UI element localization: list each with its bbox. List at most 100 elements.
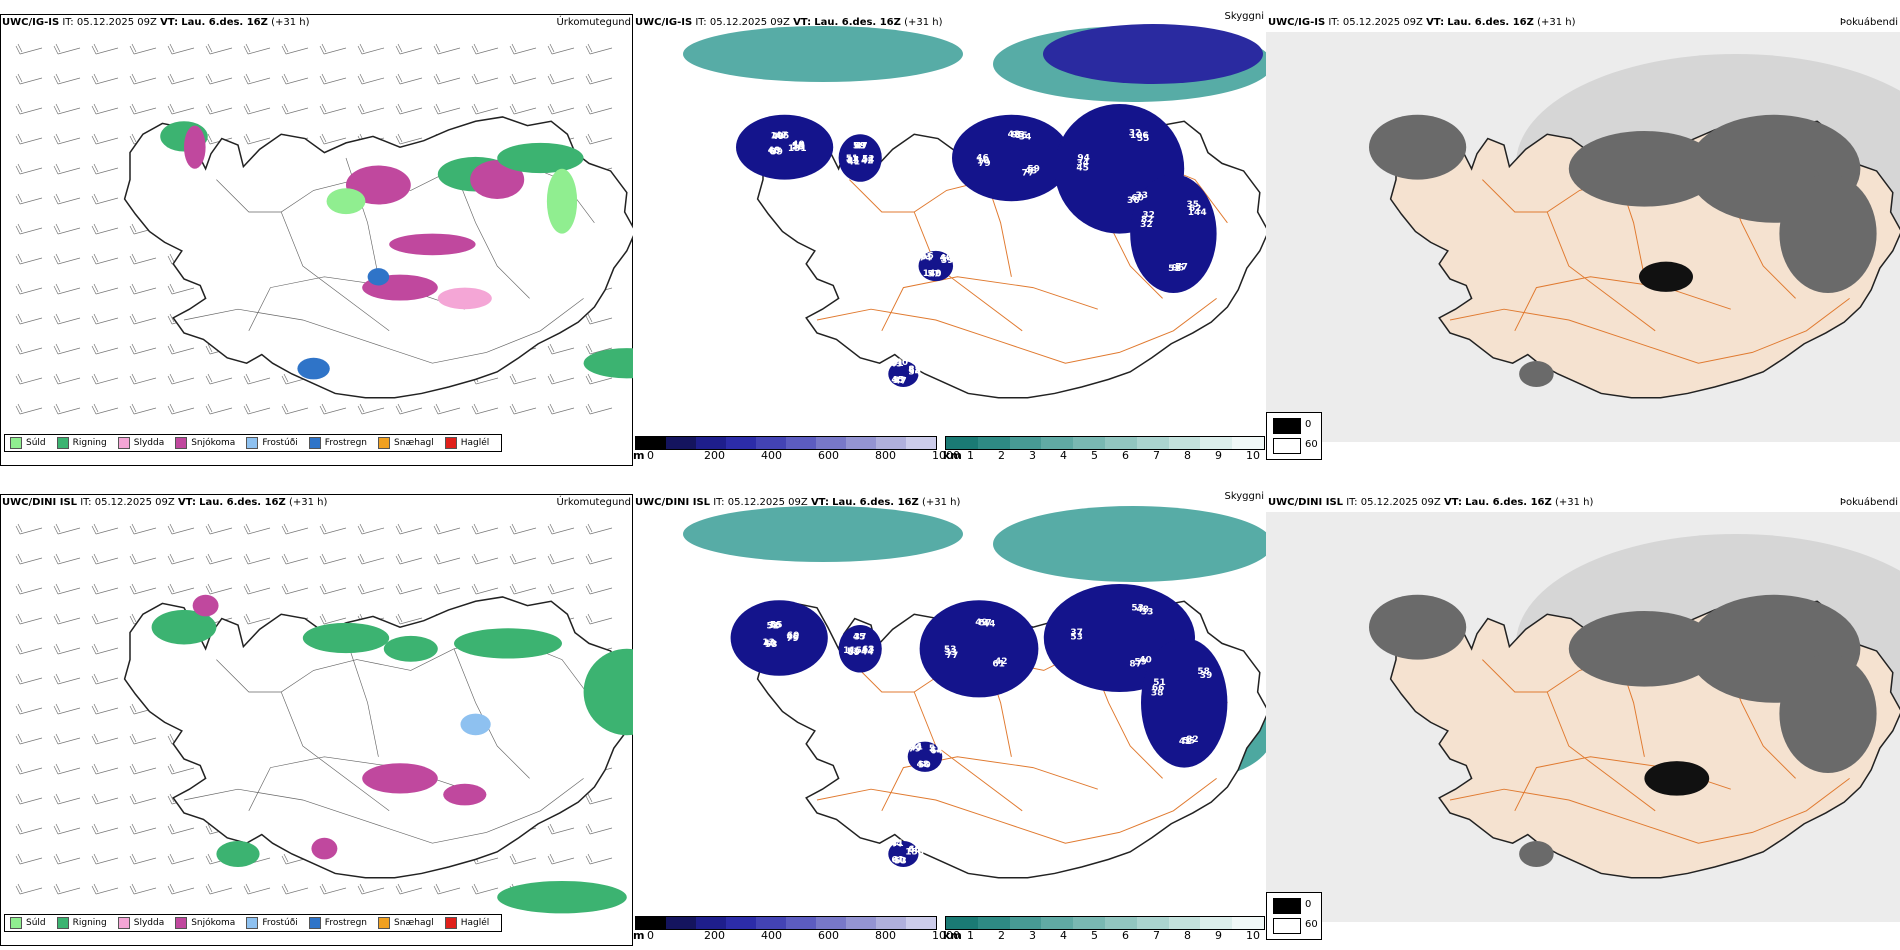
visibility-label: 33 bbox=[945, 648, 958, 658]
visibility-label: 61 bbox=[891, 855, 904, 865]
colorbar-segment bbox=[726, 437, 756, 449]
visibility-label: 59 bbox=[1027, 165, 1040, 175]
map-geometry bbox=[123, 116, 670, 399]
colorbar-tick: 2 bbox=[998, 449, 1005, 462]
road-line bbox=[816, 298, 1217, 364]
precip-area bbox=[470, 160, 525, 200]
visibility-label: 40 bbox=[1139, 655, 1152, 665]
legend-label: Rigning bbox=[72, 438, 107, 448]
road-line bbox=[816, 778, 1217, 844]
colorbar-tick: 3 bbox=[1029, 929, 1036, 942]
colorbar-tick: 600 bbox=[818, 449, 839, 462]
panel-header: UWC/IG-IS IT: 05.12.2025 09Z VT: Lau. 6.… bbox=[1266, 14, 1900, 32]
visibility-label: 36 bbox=[768, 621, 781, 631]
colorbar-segment bbox=[816, 917, 846, 929]
fog-area bbox=[1644, 761, 1710, 796]
fog-key: 0 60 bbox=[1266, 892, 1322, 940]
visibility-label: 31 bbox=[910, 742, 923, 752]
visibility-label: 44 bbox=[862, 155, 875, 165]
visibility-label: 45 bbox=[1076, 163, 1089, 173]
colorbar-tick: 0 bbox=[647, 449, 654, 462]
colorbar-segment bbox=[977, 437, 1010, 449]
road-line bbox=[1449, 778, 1850, 844]
visibility-label: 57 bbox=[979, 619, 992, 629]
fog-area bbox=[1568, 131, 1720, 207]
iceland-map bbox=[15, 43, 670, 415]
visibility-label: 51 bbox=[847, 647, 860, 657]
colorbar-segment bbox=[977, 917, 1010, 929]
legend-item: Frostúði bbox=[246, 917, 298, 929]
panel-header: UWC/IG-IS IT: 05.12.2025 09Z VT: Lau. 6.… bbox=[633, 11, 1266, 32]
visibility-label: 94 bbox=[1077, 154, 1090, 164]
legend-swatch bbox=[175, 917, 188, 929]
visibility-label: 43 bbox=[890, 360, 903, 370]
precip-area bbox=[192, 594, 219, 617]
fog-area bbox=[1639, 261, 1693, 292]
iceland-map bbox=[15, 523, 670, 914]
map-frame bbox=[0, 14, 633, 466]
low-visibility-area bbox=[1130, 174, 1217, 293]
legend-swatch bbox=[378, 917, 391, 929]
visibility-label: 41 bbox=[891, 839, 904, 849]
colorbar-tick: 800 bbox=[875, 449, 896, 462]
visibility-label: 32 bbox=[1129, 129, 1142, 139]
legend-item: Súld bbox=[10, 917, 46, 929]
visibility-label: 49 bbox=[772, 132, 785, 142]
height-ticks: m 0 200 400 600 800 1000 bbox=[633, 929, 960, 943]
visibility-label: 40 bbox=[929, 270, 942, 280]
colorbar-segment bbox=[726, 917, 756, 929]
visibility-label: 44 bbox=[908, 846, 921, 856]
visibility-label: 140 bbox=[889, 358, 908, 368]
colorbar-tick: 8 bbox=[1184, 449, 1191, 462]
colorbar-tick: 0 bbox=[647, 929, 654, 942]
visibility-label: 47 bbox=[775, 131, 788, 141]
road-line bbox=[183, 298, 584, 364]
visibility-label: 77 bbox=[1022, 169, 1035, 179]
map-geometry bbox=[1369, 114, 1900, 399]
visibility-label: 66 bbox=[1152, 683, 1165, 693]
map-geometry bbox=[730, 584, 1270, 879]
colorbar-tick: 800 bbox=[875, 929, 896, 942]
colorbar-segment bbox=[1136, 437, 1169, 449]
road-line bbox=[913, 691, 1023, 812]
visibility-label: 34 bbox=[1077, 158, 1090, 168]
colorbar-tick: 1000 bbox=[932, 929, 960, 942]
visibility-label: 13 bbox=[762, 638, 775, 648]
colorbar-segment bbox=[786, 437, 816, 449]
visibility-label: 40 bbox=[893, 856, 906, 866]
legend-label: Slydda bbox=[133, 438, 165, 448]
precip-area bbox=[362, 763, 438, 794]
visibility-label: 40 bbox=[940, 253, 953, 263]
panel-title: Þokuábendi bbox=[1839, 497, 1898, 508]
low-visibility-area bbox=[888, 361, 919, 387]
colorbar-unit: km bbox=[943, 449, 962, 462]
precip-area bbox=[546, 168, 578, 234]
visibility-label: 42 bbox=[995, 657, 1008, 667]
legend-label: Súld bbox=[26, 438, 46, 448]
visibility-label: 43 bbox=[1025, 167, 1038, 177]
visibility-label: 42 bbox=[861, 157, 874, 167]
colorbar-segment bbox=[1232, 917, 1264, 929]
road-line bbox=[881, 756, 1098, 812]
low-visibility-area bbox=[918, 250, 954, 282]
colorbar-segment bbox=[1104, 917, 1137, 929]
visibility-label: 53 bbox=[944, 645, 957, 655]
road-line bbox=[280, 211, 390, 332]
precip-legend: Súld Rigning Slydda Snjókoma Frostúði Frostre… bbox=[4, 914, 503, 932]
visibility-label: 106 bbox=[1130, 131, 1149, 141]
visibility-label: 65 bbox=[847, 156, 860, 166]
map-geometry bbox=[736, 104, 1270, 399]
visibility-label: 51 bbox=[929, 744, 942, 754]
colorbar-segment bbox=[666, 437, 696, 449]
visibility-label: 53 bbox=[1131, 603, 1144, 613]
visibility-panel-row1: UWC/IG-IS IT: 05.12.2025 09Z VT: Lau. 6.… bbox=[633, 11, 1273, 466]
visibility-label: 50 bbox=[918, 760, 931, 770]
visibility-label: 41 bbox=[848, 157, 861, 167]
colorbar-tick: 5 bbox=[1091, 449, 1098, 462]
colorbar-segment bbox=[906, 437, 936, 449]
precip-panel-row2: UWC/DINI ISL IT: 05.12.2025 09Z VT: Lau.… bbox=[0, 494, 670, 946]
visibility-label: 39 bbox=[1200, 671, 1213, 681]
legend-item: Snjókoma bbox=[175, 917, 235, 929]
visibility-label: 115 bbox=[843, 646, 862, 656]
panel-header: UWC/DINI ISL IT: 05.12.2025 09Z VT: Lau.… bbox=[0, 494, 633, 512]
